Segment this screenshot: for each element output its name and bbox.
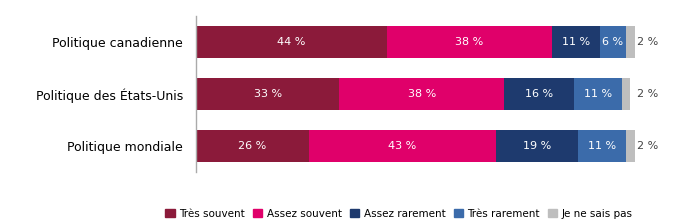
Text: 19 %: 19 % [523, 141, 551, 151]
Bar [196, 130, 309, 162]
Text: 43 %: 43 % [388, 141, 416, 151]
Bar [622, 78, 630, 110]
Text: 11 %: 11 % [588, 141, 616, 151]
Bar [496, 130, 578, 162]
Text: 11 %: 11 % [562, 37, 590, 47]
Text: 2 %: 2 % [637, 37, 658, 47]
Bar [578, 130, 626, 162]
Bar [626, 26, 635, 58]
Text: 2 %: 2 % [637, 141, 658, 151]
Bar [600, 26, 626, 58]
Bar [340, 78, 504, 110]
Text: 16 %: 16 % [525, 89, 553, 99]
Bar [387, 26, 552, 58]
Bar [196, 26, 387, 58]
Bar [574, 78, 622, 110]
Text: 38 %: 38 % [456, 37, 484, 47]
Legend: Très souvent, Assez souvent, Assez rarement, Très rarement, Je ne sais pas: Très souvent, Assez souvent, Assez rarem… [165, 209, 633, 219]
Bar [626, 130, 635, 162]
Text: 26 %: 26 % [238, 141, 267, 151]
Bar [196, 78, 340, 110]
Bar [504, 78, 574, 110]
Bar [552, 26, 600, 58]
Text: 2 %: 2 % [637, 89, 658, 99]
Text: 6 %: 6 % [602, 37, 624, 47]
Text: 44 %: 44 % [277, 37, 306, 47]
Text: 11 %: 11 % [584, 89, 612, 99]
Text: 38 %: 38 % [407, 89, 436, 99]
Bar [309, 130, 496, 162]
Text: 33 %: 33 % [253, 89, 281, 99]
